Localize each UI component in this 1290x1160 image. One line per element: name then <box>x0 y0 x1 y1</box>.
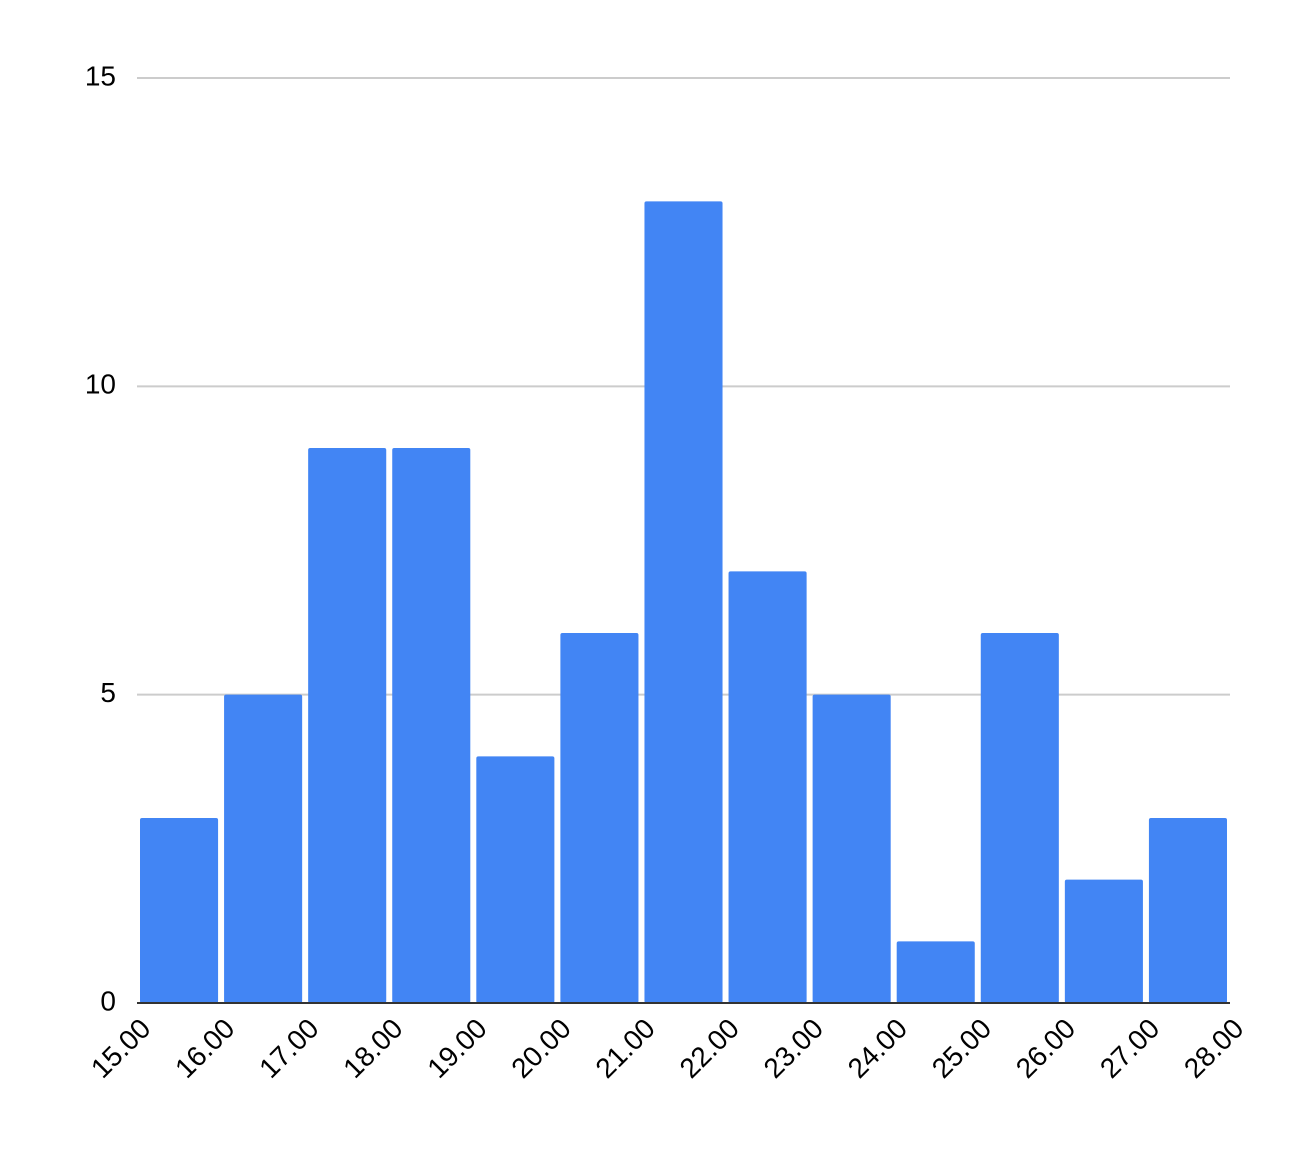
x-tick-label: 23.00 <box>758 1013 829 1084</box>
x-tick-label: 22.00 <box>674 1013 745 1084</box>
y-tick-label: 15 <box>85 60 116 91</box>
bar <box>1148 818 1227 1003</box>
y-tick-label: 0 <box>100 985 116 1016</box>
x-tick-label: 28.00 <box>1178 1013 1249 1084</box>
x-tick-label: 16.00 <box>169 1013 240 1084</box>
bar <box>896 941 975 1003</box>
bar <box>224 694 303 1003</box>
bar <box>728 571 807 1003</box>
x-tick-label: 15.00 <box>85 1013 156 1084</box>
x-tick-label: 25.00 <box>926 1013 997 1084</box>
x-tick-label: 20.00 <box>505 1013 576 1084</box>
bar <box>140 818 219 1003</box>
x-tick-label: 24.00 <box>842 1013 913 1084</box>
y-tick-label: 5 <box>100 677 116 708</box>
bar <box>812 694 891 1003</box>
x-tick-label: 26.00 <box>1010 1013 1081 1084</box>
y-tick-label: 10 <box>85 369 116 400</box>
bar <box>308 448 387 1003</box>
x-tick-label: 21.00 <box>589 1013 660 1084</box>
x-tick-label: 19.00 <box>421 1013 492 1084</box>
bar <box>644 201 723 1004</box>
x-tick-label: 18.00 <box>337 1013 408 1084</box>
bar <box>392 448 471 1003</box>
bar <box>560 633 639 1003</box>
x-tick-label: 17.00 <box>253 1013 324 1084</box>
bar <box>476 756 555 1003</box>
bar <box>1064 879 1143 1003</box>
bar <box>980 633 1059 1003</box>
x-tick-label: 27.00 <box>1094 1013 1165 1084</box>
